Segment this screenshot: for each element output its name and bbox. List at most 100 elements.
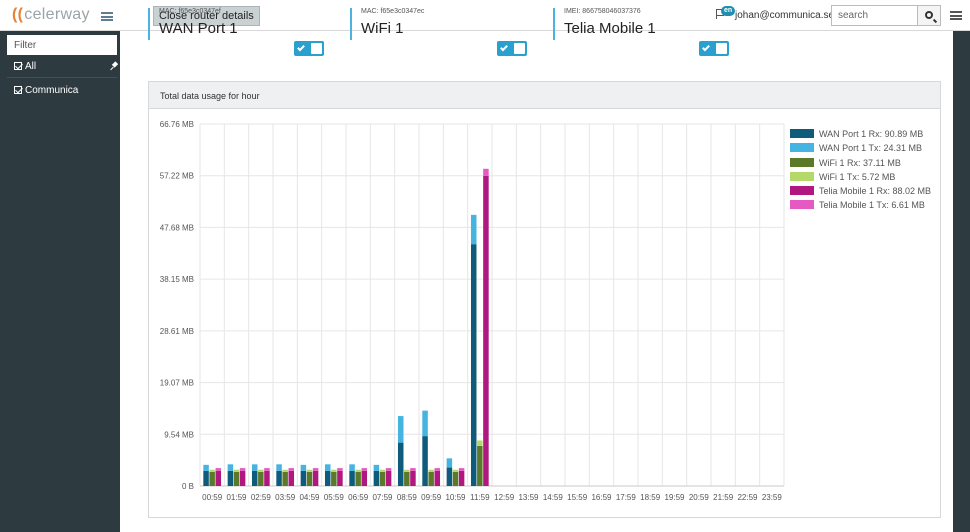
bar-segment <box>446 458 453 468</box>
bar-segment <box>203 464 209 471</box>
toggle-knob <box>311 43 322 54</box>
sidebar-item-communica[interactable]: Communica <box>14 85 78 96</box>
interface-name: WiFi 1 <box>361 20 404 37</box>
sidebar: All Communica <box>0 31 120 532</box>
sidebar-item-all[interactable]: All <box>14 61 36 72</box>
x-tick-label: 22:59 <box>737 493 758 502</box>
bar-segment <box>428 471 434 486</box>
main-menu-icon[interactable] <box>950 11 962 20</box>
celerway-logo[interactable]: ((celerway <box>12 6 90 24</box>
bar-segment <box>331 471 337 486</box>
bar-segment <box>452 471 459 486</box>
x-tick-label: 11:59 <box>470 493 490 502</box>
legend-item[interactable]: WAN Port 1 Rx: 90.89 MB <box>790 129 931 143</box>
x-tick-label: 18:59 <box>640 493 661 502</box>
legend-item[interactable]: WiFi 1 Tx: 5.72 MB <box>790 171 931 186</box>
bar-segment <box>373 464 380 471</box>
bar-segment <box>233 469 240 472</box>
interface-id: MAC: f65e3c0347ef <box>159 8 221 15</box>
bar-segment <box>385 468 392 471</box>
bar-segment <box>282 469 288 472</box>
bar-segment <box>282 471 288 486</box>
legend-item[interactable]: Telia Mobile 1 Tx: 6.61 MB <box>790 200 931 214</box>
legend-item[interactable]: WiFi 1 Rx: 37.11 MB <box>790 157 931 172</box>
bar-segment <box>379 471 386 486</box>
bar-segment <box>276 470 282 486</box>
legend-label: WiFi 1 Rx: 37.11 MB <box>819 157 901 168</box>
bar-segment <box>434 468 441 471</box>
interface-wan-port-1: MAC: f65e3c0347ef WAN Port 1 <box>148 8 238 40</box>
y-tick-label: 38.15 MB <box>160 275 194 284</box>
logo-mark: (( <box>12 6 24 23</box>
bar-segment <box>422 436 428 486</box>
language-badge: en <box>721 6 736 16</box>
bar-segment <box>452 469 459 472</box>
user-email: johan@communica.se <box>735 10 835 21</box>
legend-item[interactable]: Telia Mobile 1 Rx: 88.02 MB <box>790 186 931 200</box>
interface-name: WAN Port 1 <box>159 20 238 37</box>
right-edge <box>953 31 970 532</box>
x-tick-label: 07:59 <box>372 493 393 502</box>
bar-segment <box>379 469 386 472</box>
legend-swatch <box>790 129 814 138</box>
bar-segment <box>264 468 270 471</box>
bar-segment <box>276 464 282 471</box>
x-tick-label: 10:59 <box>445 493 466 502</box>
search-input[interactable] <box>831 5 918 26</box>
bar-segment <box>458 470 465 486</box>
legend-item[interactable]: WAN Port 1 Tx: 24.31 MB <box>790 143 931 157</box>
y-tick-label: 47.68 MB <box>160 223 194 232</box>
x-tick-label: 01:59 <box>226 493 247 502</box>
x-tick-label: 15:59 <box>567 493 588 502</box>
filter-input[interactable] <box>7 35 117 55</box>
data-usage-chart: 0 B 9.54 MB 19.07 MB 28.61 MB 38.15 MB 47.68 … <box>160 120 785 502</box>
telia-mobile-1-toggle[interactable] <box>699 41 729 56</box>
bar-segment <box>227 464 234 471</box>
bar-segment <box>361 470 368 486</box>
bar-segment <box>404 471 410 486</box>
interface-id: IMEI: 866758046037376 <box>564 8 641 15</box>
bar-segment <box>300 464 307 471</box>
bar-segment <box>258 469 264 472</box>
interface-telia-mobile-1: IMEI: 866758046037376 Telia Mobile 1 <box>553 8 656 40</box>
bar-segment <box>470 244 477 486</box>
y-tick-label: 57.22 MB <box>160 172 194 181</box>
x-tick-label: 23:59 <box>762 493 783 502</box>
bar-segment <box>324 470 331 486</box>
checkbox-checked-icon <box>14 86 22 94</box>
bar-segment <box>410 468 416 471</box>
check-icon <box>297 43 305 52</box>
close-router-details-button[interactable]: Close router details <box>153 6 260 26</box>
x-tick-label: 05:59 <box>324 493 345 502</box>
legend-label: Telia Mobile 1 Rx: 88.02 MB <box>819 186 932 197</box>
bar-segment <box>258 471 264 486</box>
bar-segment <box>251 470 258 486</box>
x-tick-label: 12:59 <box>494 493 515 502</box>
bar-segment <box>349 464 355 471</box>
bar-segment <box>251 464 258 471</box>
bar-segment <box>361 468 368 471</box>
user-menu[interactable]: johan@communica.se▼ <box>735 10 845 21</box>
interface-name: Telia Mobile 1 <box>564 20 656 37</box>
language-selector[interactable]: en <box>716 6 736 22</box>
bar-segment <box>239 470 246 486</box>
bar-segment <box>324 464 331 471</box>
pin-icon[interactable] <box>110 62 118 70</box>
search-button[interactable] <box>917 5 941 26</box>
x-tick-label: 13:59 <box>518 493 539 502</box>
bar-segment <box>477 445 483 486</box>
legend-label: WAN Port 1 Rx: 90.89 MB <box>819 129 924 139</box>
bar-segment <box>215 470 222 486</box>
sidebar-item-label: All <box>25 61 37 72</box>
bar-segment <box>397 442 404 486</box>
wan-port-1-toggle[interactable] <box>294 41 324 56</box>
bar-segment <box>355 469 361 472</box>
toggle-knob <box>716 43 727 54</box>
y-tick-label: 28.61 MB <box>160 327 194 336</box>
logo-text: celerway <box>24 6 90 23</box>
bar-segment <box>477 440 483 446</box>
sidebar-menu-icon[interactable] <box>101 12 113 21</box>
legend-swatch <box>790 171 814 181</box>
legend-label: WiFi 1 Tx: 5.72 MB <box>819 171 896 182</box>
wifi-1-toggle[interactable] <box>497 41 527 56</box>
